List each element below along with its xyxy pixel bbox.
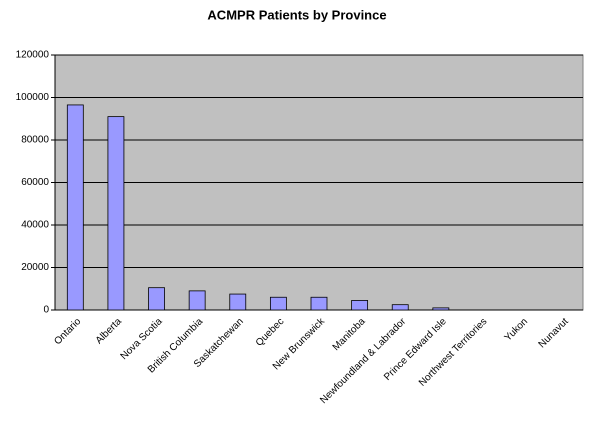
bar <box>188 290 206 311</box>
bar <box>310 296 328 311</box>
y-tick-label: 60000 <box>21 177 49 188</box>
bar <box>229 293 247 311</box>
chart-title: ACMPR Patients by Province <box>207 7 386 22</box>
bar <box>66 104 84 311</box>
bar <box>269 296 287 311</box>
y-tick-label: 80000 <box>21 135 49 146</box>
y-tick-label: 0 <box>43 305 49 316</box>
bar <box>107 116 125 311</box>
y-tick-label: 20000 <box>21 262 49 273</box>
bar <box>432 307 450 311</box>
y-tick-label: 100000 <box>16 92 50 103</box>
bar <box>148 287 165 311</box>
y-tick-label: 40000 <box>21 220 49 231</box>
bar <box>391 304 409 311</box>
bar <box>351 300 369 311</box>
y-tick-label: 120000 <box>16 50 50 61</box>
